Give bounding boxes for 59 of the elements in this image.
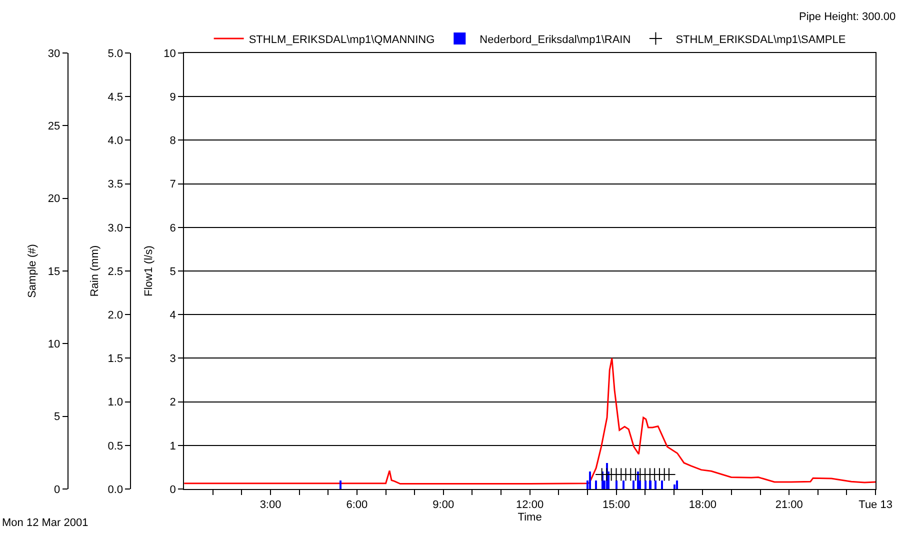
y-tick-label: 5 xyxy=(170,266,176,278)
bar xyxy=(622,480,624,489)
bar xyxy=(654,480,656,489)
y3-tick-label: 1.5 xyxy=(108,353,124,366)
y3-tick-label: 2.0 xyxy=(108,309,124,322)
y-tick-label: 8 xyxy=(170,135,176,148)
bar xyxy=(644,480,646,489)
y-tick-label: 4 xyxy=(170,309,176,322)
x-tick-label: 9:00 xyxy=(432,499,454,512)
y3-axis-title: Rain (mm) xyxy=(89,245,102,297)
y-tick-label: 10 xyxy=(164,48,176,60)
bar xyxy=(649,480,652,489)
legend-label: Nederbord_Eriksdal\mp1\RAIN xyxy=(480,34,631,46)
y-tick-label: 1 xyxy=(170,440,176,452)
y-tick-label: 7 xyxy=(170,178,176,191)
bar xyxy=(632,480,635,489)
y-tick-label: 2 xyxy=(170,396,176,409)
text: Pipe Height: 300.00 xyxy=(799,11,896,23)
y3-tick-label: 5.0 xyxy=(108,48,124,60)
y3-tick-label: 3.0 xyxy=(108,222,124,234)
y2-tick-label: 15 xyxy=(48,266,60,278)
y3-tick-label: 4.5 xyxy=(108,91,124,104)
y3-tick-label: 3.5 xyxy=(108,178,124,191)
y2-tick-label: 20 xyxy=(48,193,60,206)
x-tick-label: 21:00 xyxy=(775,499,803,512)
bar xyxy=(661,480,664,489)
bar xyxy=(676,480,678,489)
y2-tick-label: 5 xyxy=(54,411,60,424)
y-tick-label: 6 xyxy=(170,222,176,234)
x-axis-title: Time xyxy=(518,511,542,524)
bar xyxy=(589,472,592,489)
y3-tick-label: 4.0 xyxy=(108,135,124,148)
bar xyxy=(340,480,342,489)
y3-tick-label: 1.0 xyxy=(108,396,124,409)
bar xyxy=(673,484,676,489)
legend-label: STHLM_ERIKSDAL\mp1\QMANNING xyxy=(248,34,435,46)
x-tick-label: 18:00 xyxy=(688,499,716,512)
y3-tick-label: 0.0 xyxy=(108,484,124,496)
y2-tick-label: 10 xyxy=(48,338,60,351)
bar xyxy=(616,480,618,489)
y-tick-label: 3 xyxy=(170,353,176,366)
y-tick-label: 0 xyxy=(170,484,176,496)
x-tick-label: 15:00 xyxy=(602,499,630,512)
text: Mon 12 Mar 2001 xyxy=(2,517,88,529)
legend-label: STHLM_ERIKSDAL\mp1\SAMPLE xyxy=(676,34,846,46)
x-tick-label: 12:00 xyxy=(516,499,544,512)
y2-tick-label: 30 xyxy=(48,48,60,60)
y3-tick-label: 0.5 xyxy=(108,440,124,452)
y-axis-title: Flow1 (l/s) xyxy=(143,246,156,296)
y-tick-label: 9 xyxy=(170,91,176,104)
x-tick-label: 3:00 xyxy=(260,499,282,512)
y2-tick-label: 0 xyxy=(54,484,60,496)
y2-axis-title: Sample (#) xyxy=(26,244,38,298)
y2-tick-label: 25 xyxy=(48,120,60,133)
bar xyxy=(595,480,598,489)
x-tick-label: Tue 13 xyxy=(858,499,892,512)
y3-tick-label: 2.5 xyxy=(108,266,124,278)
bar xyxy=(636,472,639,489)
x-tick-label: 6:00 xyxy=(346,499,368,512)
